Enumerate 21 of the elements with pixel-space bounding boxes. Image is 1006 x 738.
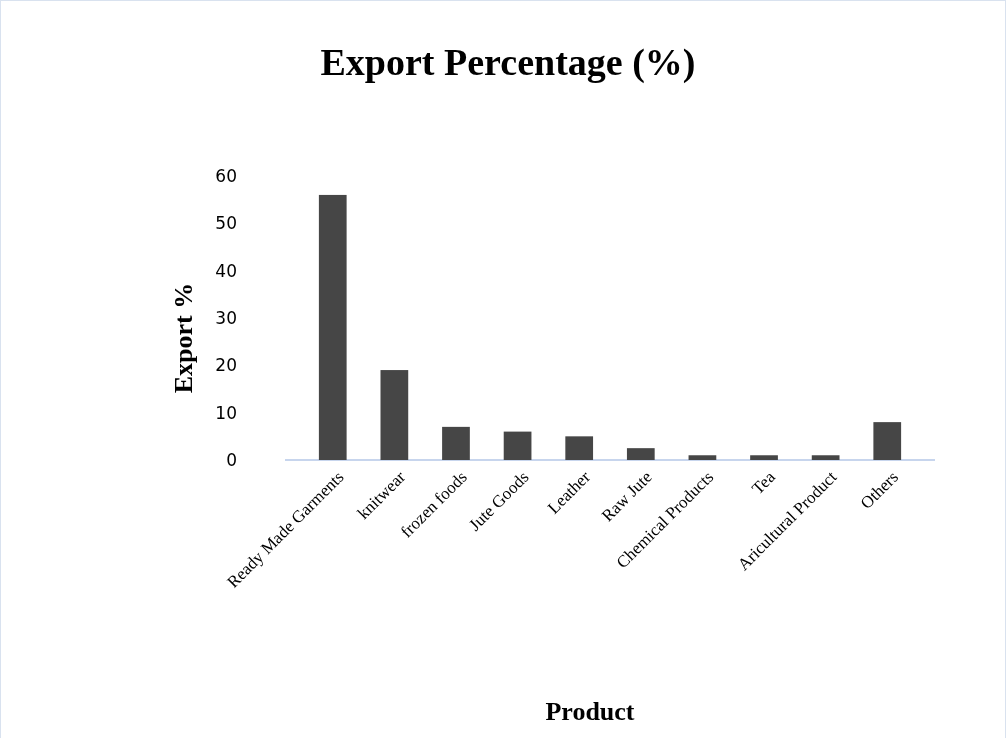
bar xyxy=(750,455,778,460)
y-tick-label: 50 xyxy=(215,213,237,234)
bar xyxy=(442,426,470,460)
y-tick-label: 40 xyxy=(215,260,237,281)
bar xyxy=(873,422,902,460)
y-axis-title: Export % xyxy=(169,282,198,394)
bar xyxy=(318,194,347,460)
y-tick-label: 60 xyxy=(215,165,237,186)
bar xyxy=(503,431,532,460)
bar xyxy=(565,436,594,460)
bar xyxy=(688,455,717,460)
x-axis-title: Product xyxy=(545,697,635,726)
y-tick-label: 30 xyxy=(215,307,237,328)
x-tick-label: Tea xyxy=(748,467,780,499)
bar xyxy=(380,370,409,460)
bar xyxy=(626,448,655,460)
chart-title: Export Percentage (%) xyxy=(320,41,696,84)
bar xyxy=(811,455,840,460)
y-tick-label: 20 xyxy=(215,355,237,376)
y-tick-label: 10 xyxy=(215,402,237,423)
y-tick-label: 0 xyxy=(226,449,237,470)
